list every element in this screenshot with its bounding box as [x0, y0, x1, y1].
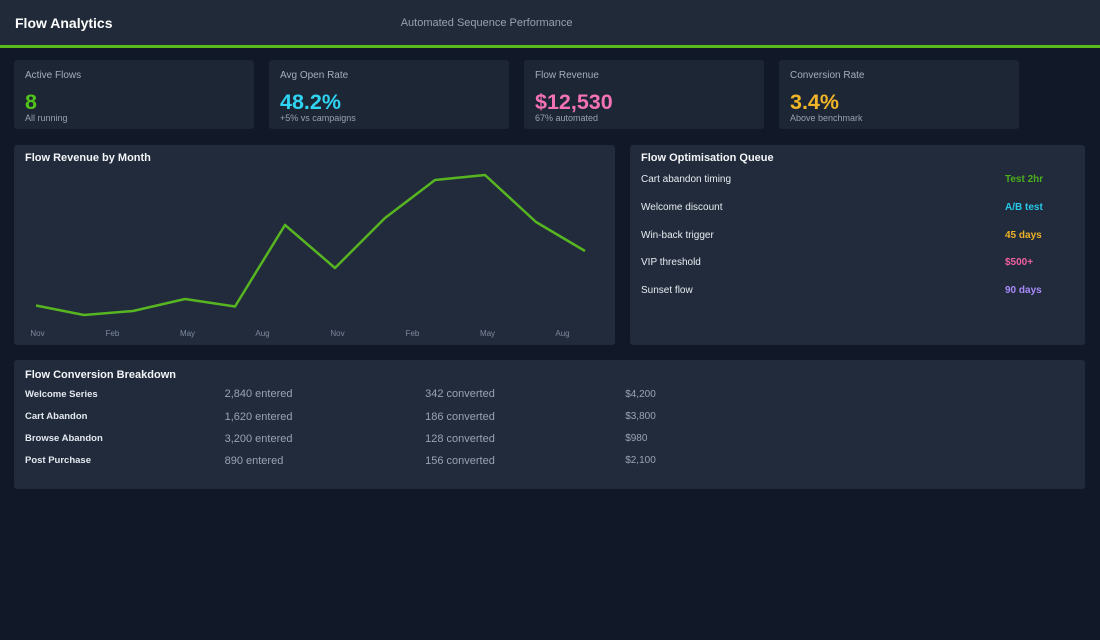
svg-text:Nov: Nov [330, 329, 344, 338]
svg-text:Feb: Feb [106, 329, 120, 338]
svg-text:Aug: Aug [255, 329, 269, 338]
svg-text:Aug: Aug [555, 329, 569, 338]
svg-text:May: May [180, 329, 195, 338]
svg-text:Nov: Nov [30, 329, 44, 338]
svg-text:Feb: Feb [406, 329, 420, 338]
svg-text:May: May [480, 329, 495, 338]
